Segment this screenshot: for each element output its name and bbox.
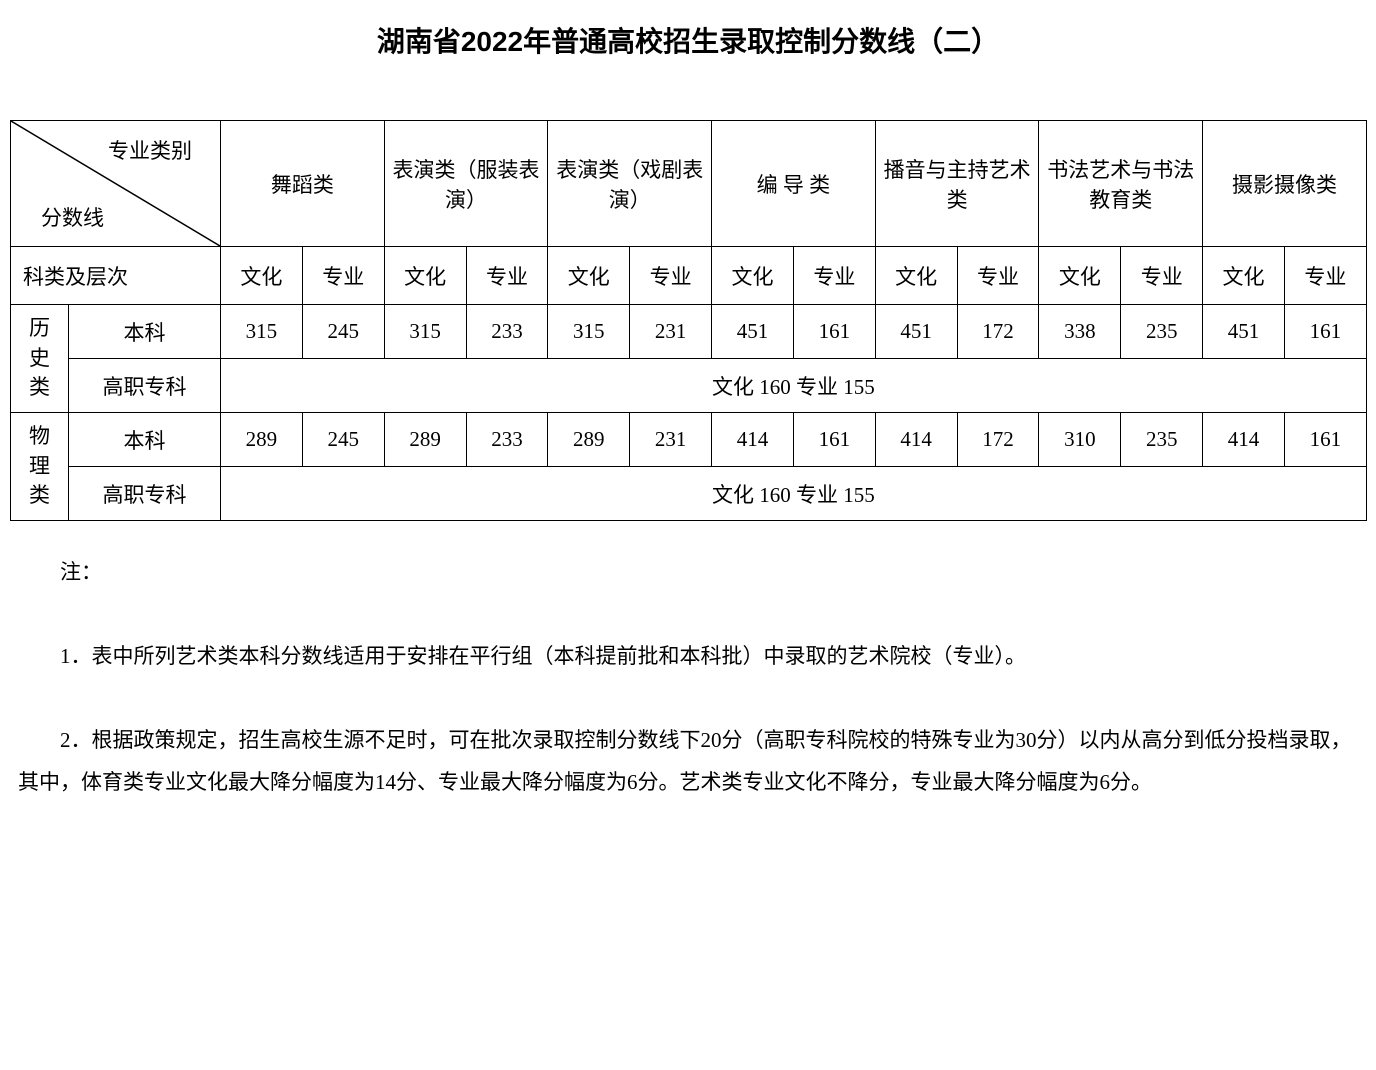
- score-cell: 315: [384, 305, 466, 359]
- score-cell: 245: [302, 305, 384, 359]
- merged-score-cell: 文化 160 专业 155: [221, 359, 1367, 413]
- category-header: 播音与主持艺术类: [875, 121, 1039, 247]
- score-cell: 235: [1121, 305, 1203, 359]
- page-title: 湖南省2022年普通高校招生录取控制分数线（二）: [10, 20, 1366, 60]
- sub-header: 专业: [630, 247, 712, 305]
- diagonal-header: 专业类别 分数线: [11, 121, 221, 247]
- score-cell: 172: [957, 305, 1039, 359]
- score-cell: 235: [1121, 413, 1203, 467]
- score-cell: 451: [875, 305, 957, 359]
- score-cell: 451: [712, 305, 794, 359]
- history-label: 历史类: [11, 305, 69, 413]
- score-cell: 289: [548, 413, 630, 467]
- score-cell: 315: [221, 305, 303, 359]
- level-label: 高职专科: [69, 359, 221, 413]
- physics-label: 物理类: [11, 413, 69, 521]
- category-header: 书法艺术与书法教育类: [1039, 121, 1203, 247]
- sub-header: 文化: [875, 247, 957, 305]
- table-row: 物理类 本科 289245 289233 289231 414161 41417…: [11, 413, 1367, 467]
- score-cell: 161: [793, 413, 875, 467]
- score-cell: 233: [466, 413, 548, 467]
- table-row: 高职专科 文化 160 专业 155: [11, 467, 1367, 521]
- table-row: 高职专科 文化 160 专业 155: [11, 359, 1367, 413]
- score-cell: 451: [1203, 305, 1285, 359]
- sub-header: 专业: [1121, 247, 1203, 305]
- score-cell: 414: [875, 413, 957, 467]
- table-row: 历史类 本科 315245 315233 315231 451161 45117…: [11, 305, 1367, 359]
- note-item: 1．表中所列艺术类本科分数线适用于安排在平行组（本科提前批和本科批）中录取的艺术…: [18, 635, 1358, 677]
- score-cell: 233: [466, 305, 548, 359]
- sub-header: 文化: [384, 247, 466, 305]
- score-cell: 310: [1039, 413, 1121, 467]
- level-label: 本科: [69, 305, 221, 359]
- score-cell: 315: [548, 305, 630, 359]
- score-cell: 414: [1203, 413, 1285, 467]
- note-item: 2．根据政策规定，招生高校生源不足时，可在批次录取控制分数线下20分（高职专科院…: [18, 719, 1358, 803]
- score-cell: 161: [1284, 413, 1366, 467]
- subject-level-header: 科类及层次: [11, 247, 221, 305]
- category-header: 表演类（戏剧表演）: [548, 121, 712, 247]
- score-cell: 172: [957, 413, 1039, 467]
- score-cell: 414: [712, 413, 794, 467]
- sub-header: 专业: [1284, 247, 1366, 305]
- sub-header: 文化: [1039, 247, 1121, 305]
- header-top-label: 专业类别: [108, 135, 192, 165]
- level-label: 本科: [69, 413, 221, 467]
- score-cell: 231: [630, 305, 712, 359]
- category-header: 舞蹈类: [221, 121, 385, 247]
- notes-section: 注： 1．表中所列艺术类本科分数线适用于安排在平行组（本科提前批和本科批）中录取…: [18, 551, 1358, 803]
- notes-label: 注：: [18, 551, 1358, 593]
- sub-header: 文化: [1203, 247, 1285, 305]
- score-cell: 289: [221, 413, 303, 467]
- category-header: 编 导 类: [712, 121, 876, 247]
- score-cell: 245: [302, 413, 384, 467]
- sub-header: 文化: [221, 247, 303, 305]
- score-table: 专业类别 分数线 舞蹈类 表演类（服装表演） 表演类（戏剧表演） 编 导 类 播…: [10, 120, 1367, 521]
- sub-header: 文化: [548, 247, 630, 305]
- merged-score-cell: 文化 160 专业 155: [221, 467, 1367, 521]
- sub-header: 专业: [302, 247, 384, 305]
- header-bottom-label: 分数线: [41, 202, 104, 232]
- category-header: 摄影摄像类: [1203, 121, 1367, 247]
- sub-header: 文化: [712, 247, 794, 305]
- sub-header: 专业: [957, 247, 1039, 305]
- category-header: 表演类（服装表演）: [384, 121, 548, 247]
- score-cell: 289: [384, 413, 466, 467]
- score-cell: 161: [793, 305, 875, 359]
- score-cell: 161: [1284, 305, 1366, 359]
- score-cell: 231: [630, 413, 712, 467]
- score-cell: 338: [1039, 305, 1121, 359]
- sub-header: 专业: [466, 247, 548, 305]
- sub-header: 专业: [793, 247, 875, 305]
- level-label: 高职专科: [69, 467, 221, 521]
